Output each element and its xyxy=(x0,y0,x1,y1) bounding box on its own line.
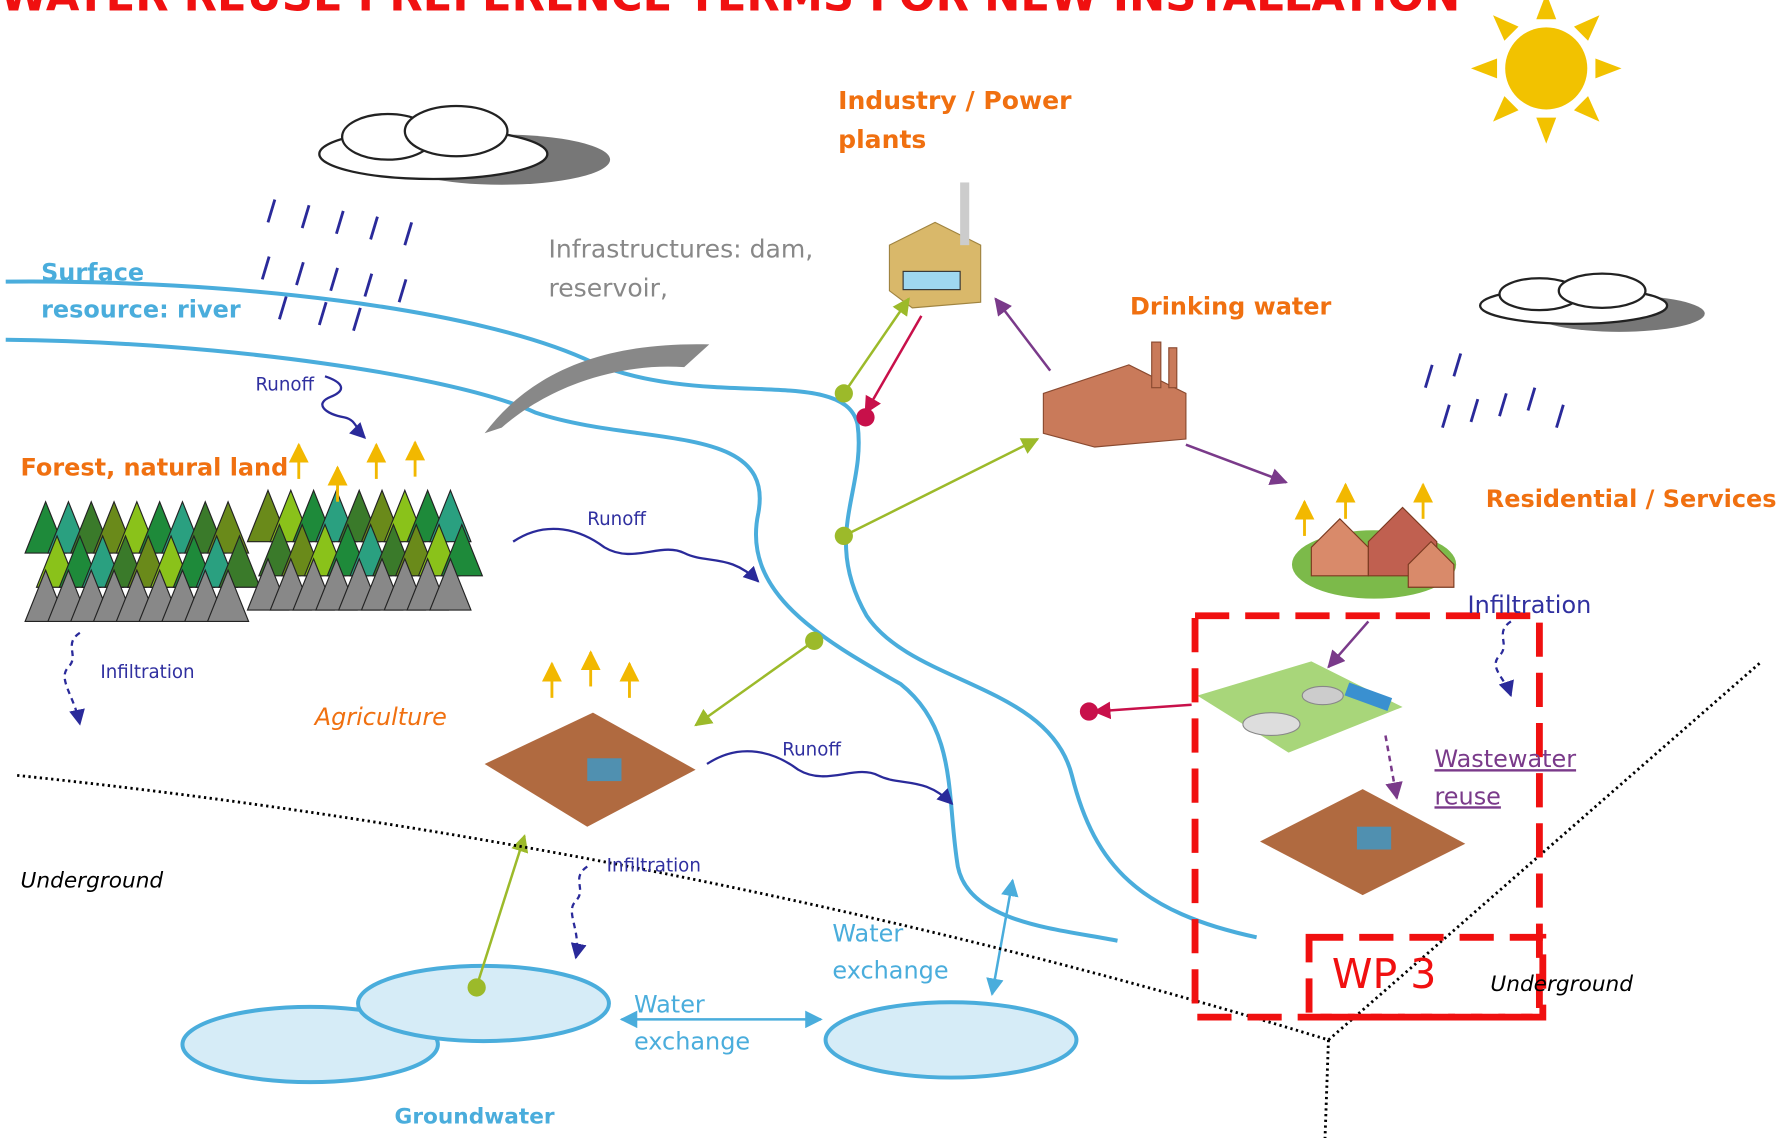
evaporation xyxy=(288,440,1434,698)
label-line: Runoff xyxy=(782,739,841,760)
label: Runoff xyxy=(782,739,841,760)
rain-drop xyxy=(335,210,345,235)
rain-drop xyxy=(1555,404,1565,429)
label: Industry / Power plants xyxy=(838,87,1072,155)
label-line: Infiltration xyxy=(1468,591,1592,619)
rain-drop xyxy=(352,307,362,332)
rain-drop xyxy=(317,301,328,326)
label: Water exchange xyxy=(832,919,948,984)
sun-ray xyxy=(1595,58,1622,79)
label-line[interactable]: reuse xyxy=(1434,782,1500,810)
label-line: Runoff xyxy=(255,374,314,395)
sun-ray xyxy=(1493,15,1519,41)
flow-arrow xyxy=(475,297,1403,1029)
rain xyxy=(260,199,1565,429)
rain-drop xyxy=(1469,398,1480,423)
wp-box xyxy=(1191,612,1547,1021)
tree xyxy=(429,557,472,611)
label: Underground xyxy=(21,869,164,894)
forest xyxy=(24,488,484,623)
label-line: Infiltration xyxy=(100,662,194,683)
label-line: exchange xyxy=(634,1027,750,1055)
label: Groundwater xyxy=(395,1105,555,1130)
ground-line xyxy=(16,660,1763,1138)
rain-drop xyxy=(1441,404,1451,429)
junction xyxy=(467,384,1099,997)
rain-drop xyxy=(300,204,311,229)
label-line: Water xyxy=(634,990,705,1018)
rain-drop xyxy=(260,256,271,280)
label-line[interactable]: Wastewater xyxy=(1434,745,1576,773)
rain-drop xyxy=(363,273,374,297)
rain-drop xyxy=(266,199,277,223)
label: Runoff xyxy=(587,509,646,530)
label-line: resource: river xyxy=(41,295,241,323)
label: Underground xyxy=(1490,972,1633,997)
runoff xyxy=(321,375,954,806)
rain-drop xyxy=(1452,353,1463,377)
sun-ray xyxy=(1536,0,1557,20)
label-line: Residential / Services xyxy=(1486,485,1777,513)
label-line: WATER REUSE PREFERENCE TERMS FOR NEW INS… xyxy=(0,0,1460,22)
label: WP 3 xyxy=(1332,950,1437,998)
field xyxy=(484,712,1466,896)
label-line: Agriculture xyxy=(313,703,447,731)
label-line: Groundwater xyxy=(395,1105,555,1130)
label-line: Underground xyxy=(1490,972,1633,997)
label-line: Industry / Power xyxy=(838,87,1072,116)
label: Infiltration xyxy=(100,662,194,683)
label: Water exchange xyxy=(634,990,750,1055)
sun-ray xyxy=(1573,96,1600,122)
rain-drop xyxy=(295,261,305,286)
tree xyxy=(206,568,250,623)
label-line: Surface xyxy=(41,258,144,286)
factory xyxy=(888,182,982,309)
sun-ray xyxy=(1536,117,1557,144)
label: Residential / Services xyxy=(1486,485,1777,513)
label: Runoff xyxy=(255,374,314,395)
rain-drop xyxy=(329,267,339,292)
label-line: Drinking water xyxy=(1130,292,1332,320)
cloud xyxy=(318,104,1705,332)
sun xyxy=(1470,0,1622,144)
label: Surface resource: river xyxy=(41,258,241,323)
label[interactable]: Wastewater reuse xyxy=(1434,745,1576,810)
label: Infiltration xyxy=(1468,591,1592,619)
drinking-water-plant xyxy=(1042,341,1187,448)
label: Agriculture xyxy=(313,703,447,731)
sun-ray xyxy=(1493,96,1519,122)
aquifer xyxy=(180,963,1079,1085)
label-line: Infiltration xyxy=(607,855,701,876)
label: WATER REUSE PREFERENCE TERMS FOR NEW INS… xyxy=(0,0,1460,22)
rain-drop xyxy=(1526,387,1537,411)
infiltration xyxy=(63,620,1514,960)
rain-drop xyxy=(1498,392,1508,417)
rain-drop xyxy=(397,278,408,303)
sun-ray xyxy=(1470,58,1498,79)
label-line: exchange xyxy=(832,956,948,984)
rain-drop xyxy=(403,221,414,246)
rain-drop xyxy=(369,216,379,240)
river xyxy=(5,279,1258,943)
label: Drinking water xyxy=(1130,292,1332,320)
label-line: plants xyxy=(838,126,926,155)
label-line: WP 3 xyxy=(1332,950,1437,998)
label-line: Forest, natural land xyxy=(21,453,289,481)
label-line: reservoir, xyxy=(548,274,667,303)
rain-drop xyxy=(278,296,288,320)
treatment-plant xyxy=(1197,661,1403,753)
houses xyxy=(1291,506,1457,599)
label-line: Underground xyxy=(21,869,164,894)
sun-ray xyxy=(1573,15,1600,41)
label: Forest, natural land xyxy=(21,453,289,481)
label-line: Water xyxy=(832,919,903,947)
label: Infiltration xyxy=(607,855,701,876)
label-line: Runoff xyxy=(587,509,646,530)
dam xyxy=(484,344,710,434)
label-line: Infrastructures: dam, xyxy=(548,235,813,264)
rain-drop xyxy=(1424,364,1434,389)
label: Infrastructures: dam, reservoir, xyxy=(548,235,813,303)
